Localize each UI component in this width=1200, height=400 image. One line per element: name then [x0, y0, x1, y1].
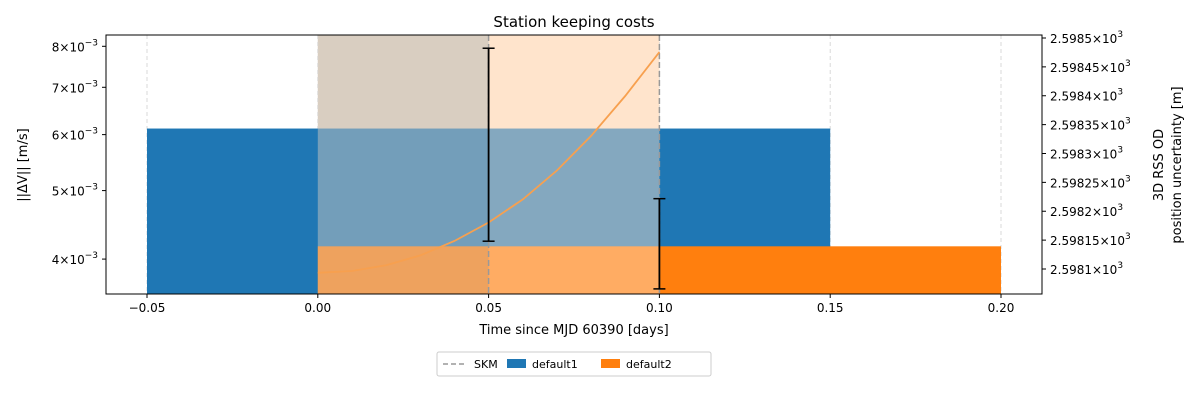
- y-tick-label: 4×10−3: [52, 251, 98, 267]
- y-tick-label: 5×10−3: [52, 183, 98, 199]
- y2-tick-label: 2.59835×103: [1050, 117, 1131, 133]
- legend-default1-swatch: [507, 359, 526, 368]
- x-tick-label: 0.20: [988, 301, 1015, 315]
- y-tick-label: 6×10−3: [52, 127, 98, 143]
- legend: SKM default1 default2: [436, 351, 712, 377]
- y-axis-label: ||ΔV|| [m/s]: [16, 128, 31, 201]
- shaded-region-overlay: [317, 35, 489, 294]
- legend-skm-label: SKM: [474, 358, 498, 371]
- y2-tick-label: 2.59815×103: [1050, 232, 1131, 248]
- legend-default2-swatch: [601, 359, 620, 368]
- y2-axis-label-line2: position uncertainty [m]: [1170, 86, 1185, 243]
- y2-tick-label: 2.5984×103: [1050, 88, 1123, 104]
- x-tick-label: 0.05: [475, 301, 502, 315]
- x-tick-label: −0.05: [129, 301, 166, 315]
- y2-tick-label: 2.5982×103: [1050, 203, 1123, 219]
- y-axis-left: 4×10−3 5×10−3 6×10−3 7×10−3 8×10−3: [52, 38, 106, 267]
- plot-frame: [105, 34, 1043, 295]
- x-axis-label: Time since MJD 60390 [days]: [478, 323, 668, 338]
- y2-tick-label: 2.5985×103: [1050, 30, 1123, 46]
- y2-tick-label: 2.59825×103: [1050, 174, 1131, 190]
- y-tick-label: 8×10−3: [52, 38, 98, 54]
- bars: [146, 35, 1002, 294]
- x-axis: −0.05 0.00 0.05 0.10 0.15 0.20: [129, 294, 1015, 315]
- plot-area: [146, 35, 1002, 294]
- x-tick-label: 0.00: [304, 301, 331, 315]
- x-tick-label: 0.15: [817, 301, 844, 315]
- y2-tick-label: 2.59845×103: [1050, 59, 1131, 75]
- y2-tick-label: 2.5981×103: [1050, 261, 1123, 277]
- y2-axis-label-line1: 3D RSS OD: [1152, 129, 1167, 201]
- legend-default1-label: default1: [532, 358, 578, 371]
- legend-frame: [436, 351, 712, 377]
- error-bars: [482, 47, 666, 290]
- shaded-region-overlay: [488, 35, 660, 294]
- y-tick-label: 7×10−3: [52, 79, 98, 95]
- y2-tick-label: 2.5983×103: [1050, 145, 1123, 161]
- chart-title: Station keeping costs: [493, 13, 654, 31]
- legend-default2-label: default2: [626, 358, 672, 371]
- y-axis-right: 2.5981×103 2.59815×103 2.5982×103 2.59825×1…: [1042, 30, 1131, 277]
- x-tick-label: 0.10: [646, 301, 673, 315]
